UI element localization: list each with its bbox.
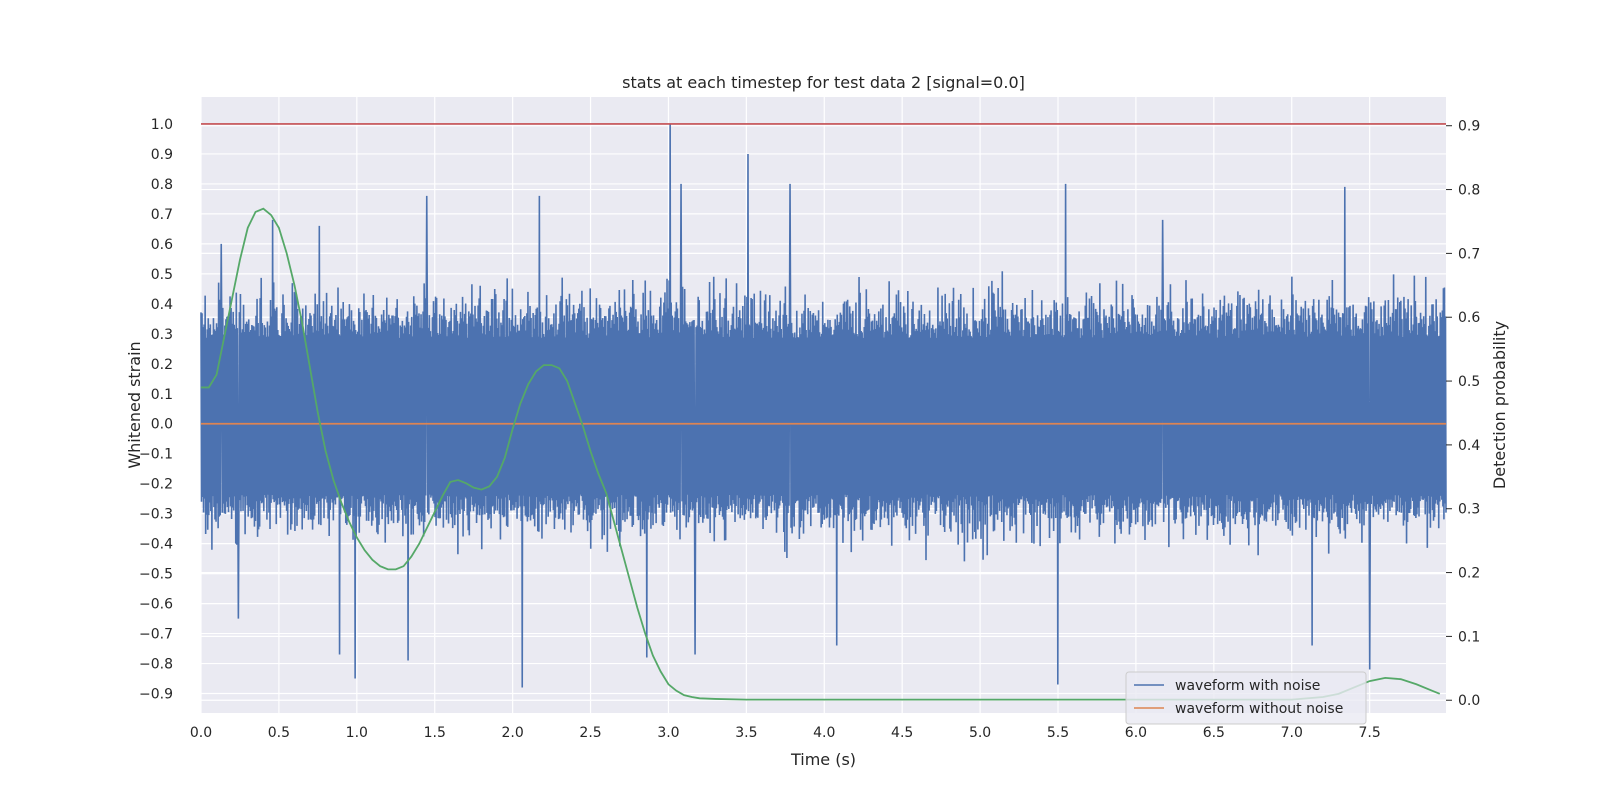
y-tick-label-left: −0.2 [139, 477, 173, 493]
y-tick-label-left: −0.5 [139, 567, 173, 583]
y-tick-label-left: 0.6 [151, 237, 173, 253]
x-tick-label: 0.5 [268, 725, 290, 741]
x-tick-label: 5.5 [1047, 725, 1069, 741]
y-tick-label-left: 1.0 [151, 117, 173, 133]
y-tick-label-left: 0.7 [151, 207, 173, 223]
y-tick-label-left: −0.4 [139, 537, 173, 553]
x-tick-label: 7.0 [1281, 725, 1303, 741]
y-tick-label-right: 0.6 [1458, 310, 1480, 326]
y-tick-label-left: −0.1 [139, 447, 173, 463]
y-tick-label-right: 0.8 [1458, 183, 1480, 199]
y-tick-label-right: 0.2 [1458, 566, 1480, 582]
x-tick-label: 6.5 [1203, 725, 1225, 741]
x-axis-label: Time (s) [790, 750, 856, 769]
legend: waveform with noise waveform without noi… [1125, 671, 1367, 725]
x-tick-label: 3.5 [735, 725, 757, 741]
y-tick-label-right: 0.9 [1458, 119, 1480, 135]
x-tick-label: 3.0 [657, 725, 679, 741]
x-tick-label: 1.5 [424, 725, 446, 741]
y-axis-label-left: Whitened strain [125, 341, 144, 468]
y-tick-labels-left: 1.0 0.9 0.8 0.7 0.6 0.5 0.4 0.3 0.2 0.1 0.0 −0.1 −0.… [139, 117, 173, 703]
y-tick-label-left: 0.9 [151, 147, 173, 163]
legend-box [1125, 671, 1367, 725]
series-waveform-with-noise [200, 123, 1447, 688]
x-tick-label: 2.5 [579, 725, 601, 741]
y-tick-label-left: 0.4 [151, 297, 173, 313]
x-tick-label: 4.0 [813, 725, 835, 741]
series-detection-probability [201, 207, 1441, 701]
y-tick-label-left: −0.7 [139, 627, 173, 643]
x-tick-labels: 0.0 0.5 1.0 1.5 2.0 2.5 3.0 3.5 4.0 4.5 5.0 5.5 6.0 6… [190, 725, 1381, 741]
chart-title: stats at each timestep for test data 2 [… [622, 73, 1025, 92]
y-tick-label-right: 0.7 [1458, 246, 1480, 262]
y-tick-label-left: 0.0 [151, 417, 173, 433]
x-tick-label: 2.0 [502, 725, 524, 741]
y-tick-label-left: −0.6 [139, 597, 173, 613]
x-tick-label: 5.0 [969, 725, 991, 741]
y-axis-label-right: Detection probability [1490, 321, 1509, 489]
y-tick-label-left: 0.1 [151, 387, 173, 403]
x-tick-label: 4.5 [891, 725, 913, 741]
y-tick-label-left: 0.8 [151, 177, 173, 193]
line-series [201, 123, 1446, 701]
y-tick-label-right: 0.0 [1458, 693, 1480, 709]
x-tick-label: 1.0 [346, 725, 368, 741]
y-tick-labels-right: 0.9 0.8 0.7 0.6 0.5 0.4 0.3 0.2 0.1 0.0 [1446, 119, 1480, 709]
y-tick-label-right: 0.5 [1458, 374, 1480, 390]
legend-label-clean: waveform without noise [1175, 701, 1343, 717]
noise-series [200, 123, 1447, 688]
x-tick-label: 0.0 [190, 725, 212, 741]
y-tick-label-left: −0.9 [139, 687, 173, 703]
y-tick-label-right: 0.3 [1458, 502, 1480, 518]
x-tick-label: 6.0 [1125, 725, 1147, 741]
y-tick-label-right: 0.1 [1458, 629, 1480, 645]
x-tick-label: 7.5 [1359, 725, 1381, 741]
legend-label-noise: waveform with noise [1175, 678, 1320, 694]
y-tick-label-left: 0.2 [151, 357, 173, 373]
y-tick-label-right: 0.4 [1458, 438, 1480, 454]
y-tick-label-left: −0.3 [139, 507, 173, 523]
y-tick-label-left: 0.5 [151, 267, 173, 283]
y-tick-label-left: −0.8 [139, 657, 173, 673]
y-tick-label-left: 0.3 [151, 327, 173, 343]
